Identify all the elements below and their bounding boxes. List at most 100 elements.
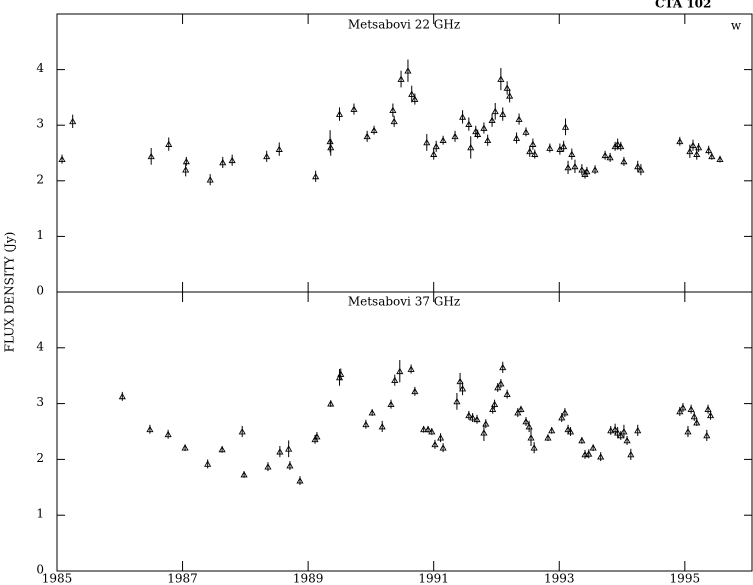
marker: [473, 415, 481, 423]
y-tick-label: 0: [36, 284, 44, 298]
marker: [597, 453, 605, 460]
panel-title: Metsabovi 37 GHz: [348, 295, 460, 309]
y-tick-label: 4: [36, 339, 44, 353]
marker: [689, 141, 697, 149]
annotation: w: [731, 19, 742, 33]
marker: [706, 411, 715, 419]
marker: [275, 145, 283, 152]
marker: [363, 132, 371, 140]
x-tick-label: 1993: [544, 572, 575, 585]
marker: [601, 151, 609, 159]
marker: [514, 409, 522, 416]
x-tick-label: 1989: [293, 572, 324, 585]
marker: [327, 143, 335, 151]
y-tick-label: 2: [36, 451, 44, 465]
marker: [690, 412, 698, 420]
marker: [571, 162, 579, 170]
marker: [499, 363, 507, 371]
marker: [465, 120, 473, 127]
marker: [467, 143, 475, 151]
marker: [165, 140, 173, 147]
marker: [517, 405, 525, 413]
marker: [218, 445, 226, 453]
marker: [337, 370, 345, 377]
marker: [459, 385, 467, 392]
marker: [525, 422, 533, 430]
marker: [263, 152, 271, 160]
marker: [544, 434, 552, 441]
marker: [497, 75, 505, 82]
marker: [285, 445, 293, 452]
marker: [484, 136, 492, 144]
marker: [676, 137, 684, 145]
y-tick-label: 3: [36, 395, 44, 409]
marker: [451, 132, 459, 140]
marker: [424, 425, 432, 433]
y-tick-label: 0: [36, 563, 44, 577]
marker: [238, 427, 246, 435]
marker: [566, 427, 575, 435]
marker: [614, 429, 622, 436]
marker: [404, 67, 412, 74]
marker: [407, 365, 415, 372]
marker: [560, 142, 568, 150]
marker: [488, 116, 496, 124]
marker: [182, 166, 190, 173]
marker: [617, 142, 625, 150]
marker: [591, 166, 599, 173]
marker: [326, 137, 334, 145]
marker: [506, 92, 514, 99]
y-tick-label: 4: [36, 61, 44, 75]
marker: [350, 105, 358, 112]
x-tick-label: 1995: [670, 572, 701, 585]
marker: [430, 150, 438, 157]
marker: [428, 427, 436, 435]
marker: [695, 143, 703, 151]
marker: [439, 444, 447, 451]
marker: [693, 150, 701, 157]
marker: [578, 436, 586, 444]
marker: [491, 107, 499, 115]
marker: [408, 90, 416, 97]
marker: [634, 162, 642, 170]
marker: [181, 444, 189, 451]
marker: [147, 152, 155, 160]
marker: [118, 392, 126, 400]
marker: [286, 462, 294, 469]
marker: [312, 172, 320, 180]
bottom-panel-frame: [56, 291, 753, 572]
marker: [634, 426, 642, 434]
marker: [480, 429, 488, 436]
marker: [327, 400, 335, 407]
x-tick-label: 1991: [418, 572, 449, 585]
marker: [561, 409, 569, 416]
marker: [313, 433, 321, 440]
y-axis-label: FLUX DENSITY (Jy): [3, 232, 17, 353]
marker: [390, 117, 398, 125]
marker: [69, 117, 77, 125]
marker: [607, 426, 615, 434]
marker: [296, 477, 304, 484]
marker: [432, 142, 440, 150]
marker: [583, 167, 591, 175]
marker: [564, 163, 572, 171]
marker: [465, 411, 473, 419]
marker: [396, 367, 404, 375]
marker: [387, 400, 395, 408]
marker: [686, 147, 694, 155]
marker: [614, 140, 622, 147]
marker: [676, 407, 684, 415]
marker: [705, 146, 713, 154]
marker: [561, 123, 570, 130]
marker: [437, 434, 445, 441]
y-tick-label: 2: [36, 172, 44, 186]
marker: [503, 390, 511, 397]
marker: [564, 425, 572, 433]
marker: [182, 157, 190, 165]
x-tick-label: 1987: [167, 572, 198, 585]
top-panel-frame: [56, 13, 753, 293]
marker: [617, 431, 625, 439]
marker: [335, 110, 344, 117]
marker: [474, 130, 482, 137]
marker: [494, 383, 502, 391]
